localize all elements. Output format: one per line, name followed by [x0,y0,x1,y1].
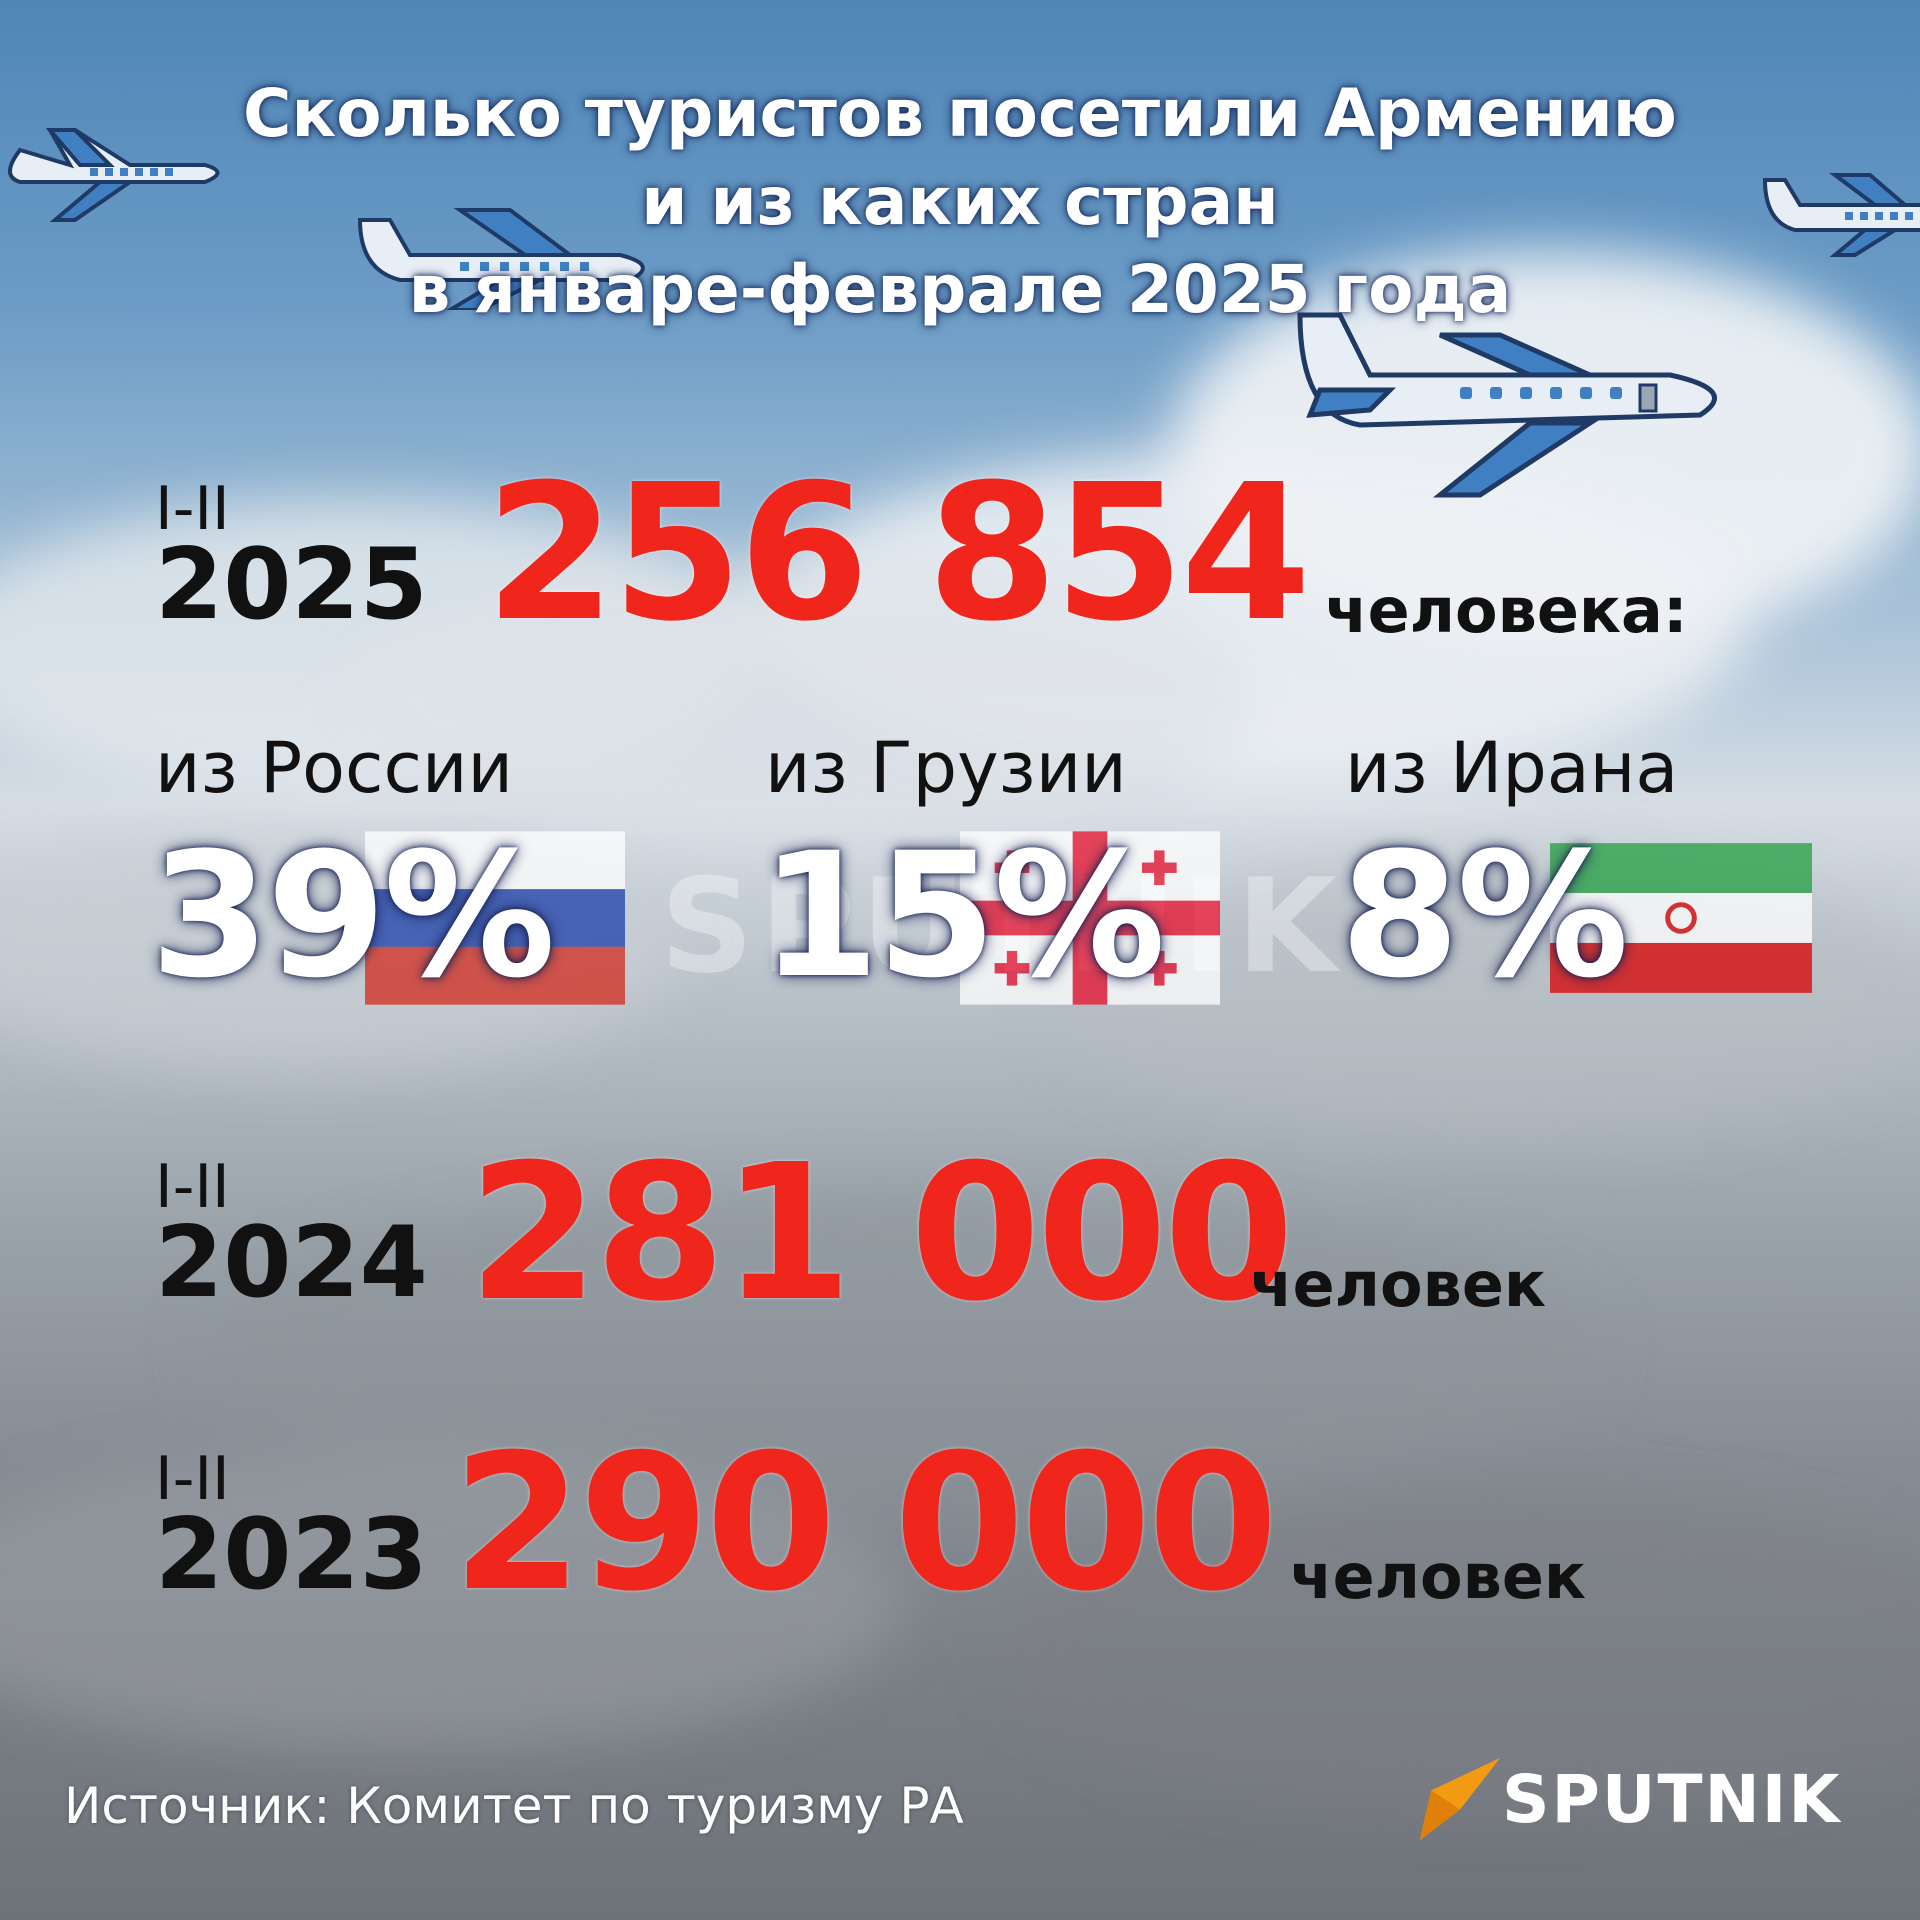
percent-iran: 8% [1340,815,1629,1016]
period-months: I-II [155,1152,230,1222]
period-months: I-II [155,474,230,544]
brand-name: SPUTNIK [1502,1761,1842,1838]
period-2023: I-II 2023 [155,1444,428,1612]
total-2023: 290 000 [452,1414,1278,1633]
period-months: I-II [155,1444,230,1514]
percent-georgia: 15% [760,815,1166,1016]
unit-2023: человек [1290,1540,1586,1613]
georgia-flag-icon [960,831,1220,1005]
airplane-icon [1297,312,1717,498]
source-note: Источник: Комитет по туризму РА [64,1777,964,1835]
total-2025: 256 854 [485,444,1311,663]
period-year: 2023 [155,1498,428,1612]
period-2024: I-II 2024 [155,1152,428,1320]
period-year: 2025 [155,528,428,642]
period-2025: I-II 2025 [155,474,428,642]
unit-2024: человек [1250,1248,1546,1321]
airplane-icon [357,208,645,310]
total-2024: 281 000 [468,1124,1294,1343]
iran-flag-icon [1550,843,1812,993]
airplane-icon [1762,173,1920,257]
percent-russia: 39% [150,815,556,1016]
country-label-russia: из России [155,727,513,809]
period-year: 2024 [155,1206,428,1320]
title-line-3: в январе-феврале 2025 года [408,251,1512,328]
russia-flag-icon [365,831,625,1005]
page-title: Сколько туристов посетили Армению и из к… [0,70,1920,334]
title-line-1: Сколько туристов посетили Армению [243,75,1677,152]
country-label-georgia: из Грузии [765,727,1127,809]
country-label-iran: из Ирана [1345,727,1679,809]
sputnik-logo-icon [1419,1757,1501,1841]
airplane-icon [8,128,220,222]
title-line-2: и из каких стран [641,163,1279,240]
unit-2025: человека: [1325,574,1688,647]
